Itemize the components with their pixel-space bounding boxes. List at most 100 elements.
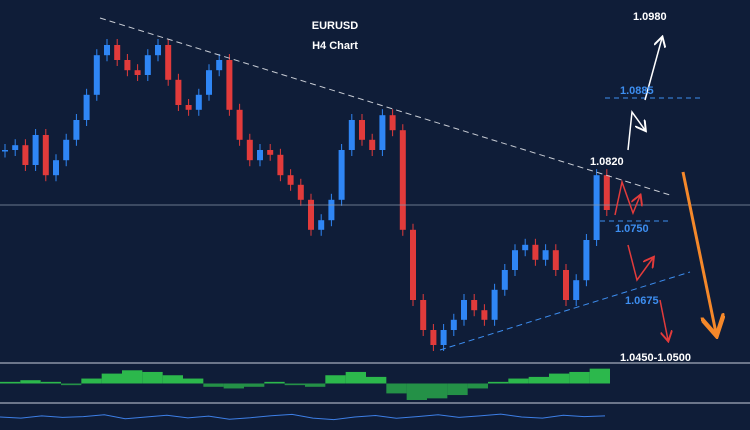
oscillator-bar xyxy=(427,383,448,399)
oscillator-bar xyxy=(61,383,82,386)
candle xyxy=(338,150,345,200)
candle xyxy=(491,289,498,320)
oscillator-bar xyxy=(203,383,224,387)
oscillator-bar xyxy=(284,383,305,386)
oscillator-bar xyxy=(488,381,509,384)
candle xyxy=(287,175,294,185)
candle xyxy=(32,135,39,165)
candle xyxy=(563,270,569,300)
candle xyxy=(144,55,151,75)
oscillator-bar xyxy=(264,381,285,384)
candle xyxy=(593,175,600,240)
candle xyxy=(348,120,355,150)
candle xyxy=(420,300,427,330)
candle xyxy=(267,150,274,155)
arrow xyxy=(681,171,716,333)
oscillator-bar xyxy=(101,373,122,384)
level-label: 1.0820 xyxy=(590,156,624,168)
level-label: 1.0750 xyxy=(615,223,649,235)
candle xyxy=(12,145,19,150)
oscillator-bar xyxy=(305,383,326,387)
oscillator-bar xyxy=(142,371,163,384)
oscillator-bar xyxy=(40,381,61,384)
candle xyxy=(83,94,90,120)
candle xyxy=(603,175,610,210)
candle xyxy=(63,139,70,161)
candle xyxy=(501,270,508,290)
candle xyxy=(410,229,416,300)
candle xyxy=(22,145,29,165)
candle xyxy=(389,115,396,131)
candle xyxy=(104,45,110,56)
candle xyxy=(461,300,467,320)
oscillator-bar xyxy=(345,371,366,384)
candle xyxy=(236,109,243,140)
candle xyxy=(175,79,182,105)
candle xyxy=(297,184,304,200)
arrow xyxy=(659,299,668,340)
oscillator-bar xyxy=(244,383,265,387)
candle xyxy=(73,120,80,140)
oscillator-bar xyxy=(81,378,102,384)
candle xyxy=(369,139,376,150)
arrow xyxy=(614,179,640,216)
candle xyxy=(93,55,100,95)
candle xyxy=(206,70,212,95)
oscillator-bar xyxy=(528,376,549,384)
oscillator-bar xyxy=(406,383,427,400)
oscillator-bar xyxy=(467,383,488,389)
oscillator-bar xyxy=(20,380,41,384)
oscillator-bar xyxy=(122,370,143,384)
candle xyxy=(573,280,580,300)
oscillator-bar xyxy=(549,373,570,384)
candle xyxy=(226,60,233,110)
level-label: 1.0885 xyxy=(620,85,654,97)
candle xyxy=(450,319,457,330)
oscillator-bar xyxy=(447,383,468,396)
candle xyxy=(532,244,539,260)
arrow xyxy=(627,109,645,151)
candle xyxy=(42,135,49,176)
oscillator-bar xyxy=(162,375,183,384)
candle xyxy=(399,130,406,230)
candle xyxy=(583,240,590,281)
candle xyxy=(114,45,121,60)
candle xyxy=(257,150,263,161)
candle xyxy=(2,150,8,152)
candle xyxy=(277,154,284,176)
candle xyxy=(359,120,365,140)
oscillator-bar xyxy=(0,381,21,384)
chart-subtitle: H4 Chart xyxy=(312,40,358,52)
candle xyxy=(308,199,314,230)
candle xyxy=(481,310,488,320)
trend-line xyxy=(439,271,691,351)
level-label: 1.0980 xyxy=(633,11,667,23)
arrow xyxy=(627,244,653,282)
candle xyxy=(318,220,325,230)
level-label: 1.0675 xyxy=(625,295,659,307)
candle xyxy=(328,199,335,221)
candle xyxy=(430,330,437,345)
candle xyxy=(379,115,386,150)
candle xyxy=(471,300,478,311)
candle xyxy=(512,250,518,270)
candle xyxy=(134,70,141,75)
oscillator-bar xyxy=(183,378,204,384)
oscillator-bar xyxy=(223,383,244,389)
candle xyxy=(185,105,192,110)
level-label: 1.0450-1.0500 xyxy=(620,352,691,364)
candle xyxy=(53,160,59,176)
signal-line xyxy=(0,413,606,421)
oscillator-bar xyxy=(508,378,529,384)
candle xyxy=(542,250,549,260)
oscillator-bar xyxy=(366,376,387,384)
oscillator-bar xyxy=(569,371,590,384)
candle xyxy=(522,244,529,251)
candle xyxy=(246,139,253,161)
candle xyxy=(165,45,172,80)
candle xyxy=(155,45,161,56)
oscillator-bar xyxy=(589,368,610,384)
chart-title: EURUSD xyxy=(312,20,359,32)
